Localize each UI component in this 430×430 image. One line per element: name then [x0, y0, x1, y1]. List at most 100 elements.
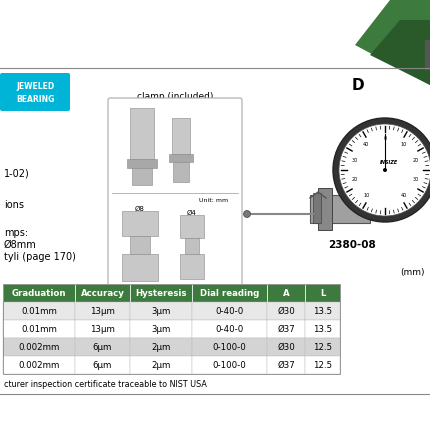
Text: Ø37: Ø37 — [277, 325, 295, 334]
Bar — [169, 154, 193, 162]
Text: JEWELED: JEWELED — [16, 83, 54, 92]
Bar — [130, 338, 192, 356]
Bar — [185, 238, 199, 254]
Text: INSIZE: INSIZE — [380, 160, 398, 165]
Text: 40: 40 — [363, 141, 369, 147]
Bar — [313, 193, 321, 223]
Text: L: L — [320, 289, 325, 298]
Text: 0.002mm: 0.002mm — [18, 343, 60, 351]
Bar — [75, 356, 130, 374]
Text: 13.5: 13.5 — [313, 325, 332, 334]
Polygon shape — [355, 0, 430, 85]
Bar — [192, 302, 267, 320]
Bar — [425, 40, 430, 70]
Text: 13.5: 13.5 — [313, 307, 332, 316]
Bar — [192, 356, 267, 374]
Bar — [130, 356, 192, 374]
Text: 6μm: 6μm — [93, 343, 112, 351]
Bar — [3, 284, 75, 302]
Bar — [267, 338, 305, 356]
Text: Ø8mm: Ø8mm — [4, 240, 37, 250]
Polygon shape — [370, 20, 430, 85]
Bar — [3, 356, 75, 374]
Bar — [180, 215, 204, 238]
Text: 10: 10 — [363, 194, 369, 198]
Text: tyli (page 170): tyli (page 170) — [4, 252, 76, 262]
Text: Ø4: Ø4 — [187, 209, 197, 215]
Text: clamp (included): clamp (included) — [137, 92, 213, 101]
Text: 0-100-0: 0-100-0 — [212, 343, 246, 351]
Text: Graduation: Graduation — [12, 289, 66, 298]
Text: mps:: mps: — [4, 228, 28, 238]
Bar — [130, 302, 192, 320]
Text: 0-40-0: 0-40-0 — [215, 307, 244, 316]
Bar — [130, 108, 154, 159]
Text: 0.01mm: 0.01mm — [21, 307, 57, 316]
Text: 30: 30 — [351, 158, 358, 163]
Text: 13μm: 13μm — [90, 307, 115, 316]
Bar — [305, 320, 340, 338]
Bar — [173, 162, 189, 182]
Bar — [172, 118, 190, 154]
Text: 40: 40 — [401, 194, 407, 198]
Bar — [75, 284, 130, 302]
Circle shape — [383, 168, 387, 172]
Text: 3μm: 3μm — [151, 307, 171, 316]
Circle shape — [333, 118, 430, 222]
Text: Ø8: Ø8 — [135, 206, 145, 212]
Text: 0.01mm: 0.01mm — [21, 325, 57, 334]
Text: 30: 30 — [412, 178, 418, 182]
Bar — [180, 254, 204, 279]
Text: 0.002mm: 0.002mm — [18, 360, 60, 369]
Text: 10: 10 — [401, 141, 407, 147]
Bar — [305, 338, 340, 356]
Text: 12.5: 12.5 — [313, 343, 332, 351]
Circle shape — [243, 211, 251, 218]
Bar — [127, 159, 157, 168]
Bar — [75, 320, 130, 338]
Text: Ø37: Ø37 — [277, 360, 295, 369]
Text: 0-100-0: 0-100-0 — [212, 360, 246, 369]
Text: 12.5: 12.5 — [313, 360, 332, 369]
Bar — [318, 188, 332, 230]
Text: (mm): (mm) — [400, 268, 425, 277]
Bar — [192, 338, 267, 356]
Bar — [310, 195, 370, 223]
Text: 3μm: 3μm — [151, 325, 171, 334]
Text: ions: ions — [4, 200, 24, 210]
Text: 13μm: 13μm — [90, 325, 115, 334]
Text: 2380-08: 2380-08 — [328, 240, 376, 250]
Text: Accuracy: Accuracy — [80, 289, 124, 298]
Text: 2μm: 2μm — [151, 360, 171, 369]
Text: cturer inspection certificate traceable to NIST USA: cturer inspection certificate traceable … — [4, 380, 207, 389]
Bar — [3, 302, 75, 320]
Text: 1-02): 1-02) — [4, 168, 30, 178]
FancyBboxPatch shape — [0, 73, 70, 111]
Bar — [267, 284, 305, 302]
Text: 6μm: 6μm — [93, 360, 112, 369]
Bar — [267, 356, 305, 374]
Bar — [132, 168, 152, 185]
Text: 2μm: 2μm — [151, 343, 171, 351]
Text: BEARING: BEARING — [16, 95, 54, 104]
Bar — [3, 284, 340, 374]
Bar — [267, 302, 305, 320]
Text: D: D — [352, 78, 365, 93]
Bar — [305, 356, 340, 374]
Bar — [122, 254, 158, 281]
Text: A: A — [283, 289, 289, 298]
Text: 0: 0 — [384, 135, 387, 141]
Text: 20: 20 — [351, 178, 358, 182]
Text: 20: 20 — [412, 158, 418, 163]
Bar — [305, 302, 340, 320]
Bar — [305, 284, 340, 302]
Text: Hysteresis: Hysteresis — [135, 289, 187, 298]
Bar — [130, 284, 192, 302]
Bar — [75, 302, 130, 320]
Bar — [3, 320, 75, 338]
Bar — [192, 284, 267, 302]
Text: Dial reading: Dial reading — [200, 289, 259, 298]
Text: Ø30: Ø30 — [277, 343, 295, 351]
Bar — [130, 320, 192, 338]
Bar — [267, 320, 305, 338]
